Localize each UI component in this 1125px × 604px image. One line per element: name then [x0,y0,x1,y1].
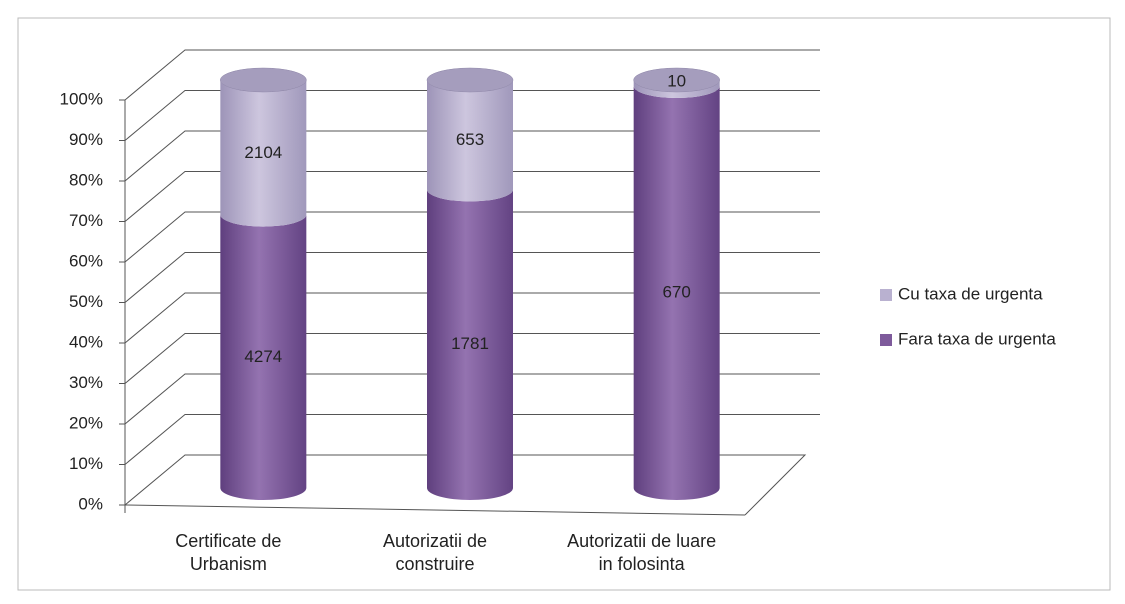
data-label: 2104 [244,143,282,162]
y-tick-label: 100% [60,89,103,108]
legend-label: Cu taxa de urgenta [898,284,1043,303]
grid-line [124,211,820,263]
cylinder-top [426,67,514,93]
cylinder-segment [633,80,720,98]
grid-line [124,373,820,425]
x-tick-label: Autorizatii de luare in folosinta [567,531,717,574]
y-tick-label: 40% [69,332,103,351]
y-tick-label: 30% [69,373,103,392]
x-axis [124,504,746,516]
grid-line [124,292,820,344]
grid-line [124,333,820,384]
data-label: 10 [667,71,686,90]
y-tick-label: 60% [69,251,103,270]
grid-line [124,130,820,182]
data-label: 670 [662,282,690,301]
legend-swatch [880,334,892,346]
data-label: 653 [456,130,484,149]
y-tick-label: 80% [69,170,103,189]
cylinder-segment [427,80,513,202]
legend-swatch [880,289,892,301]
x-tick-label: Autorizatii de construire [382,531,488,574]
y-tick-label: 90% [69,130,103,149]
legend-label: Fara taxa de urgenta [898,329,1056,348]
data-label: 1781 [451,334,489,353]
data-label: 4274 [244,347,282,366]
cylinder-segment [427,189,513,500]
cylinder-segment [220,80,307,227]
grid-line [124,414,820,465]
y-tick-label: 70% [69,211,103,230]
grid-line [124,171,820,222]
grid-line [124,252,820,303]
y-tick-label: 50% [69,292,103,311]
y-tick-label: 20% [69,413,103,432]
cylinder-top [220,67,307,93]
cylinder-segment [220,214,307,501]
y-tick-label: 10% [69,454,103,473]
cylinder-top [633,67,720,93]
x-tick-label: Certificate de Urbanism [175,531,282,574]
grid-line [124,90,820,141]
frame [17,17,1111,591]
y-tick-label: 0% [78,494,103,513]
cylinder-segment [633,86,720,500]
grid-line [124,49,820,101]
